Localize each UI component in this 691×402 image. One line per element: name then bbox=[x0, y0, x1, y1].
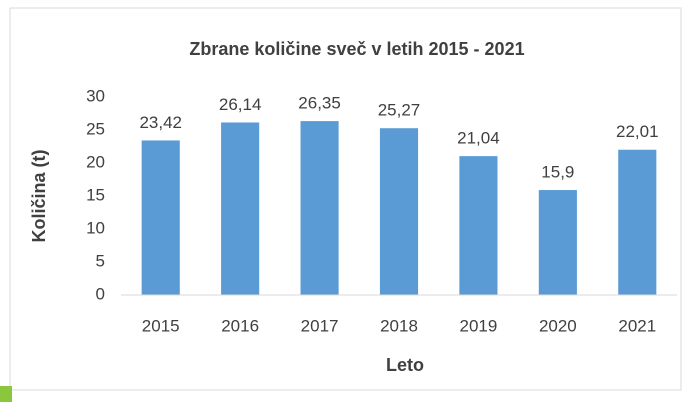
y-tick-label: 5 bbox=[96, 251, 105, 270]
x-tick-label: 2015 bbox=[142, 316, 180, 335]
y-tick-label: 10 bbox=[86, 218, 105, 237]
y-tick-label: 15 bbox=[86, 185, 105, 204]
x-axis-label: Leto bbox=[386, 355, 424, 375]
chart-title: Zbrane količine sveč v letih 2015 - 2021 bbox=[189, 39, 524, 59]
decoration bbox=[0, 386, 12, 402]
bar bbox=[618, 149, 657, 295]
data-label: 26,35 bbox=[298, 94, 341, 113]
data-label: 15,9 bbox=[541, 163, 574, 182]
x-tick-label: 2021 bbox=[618, 316, 656, 335]
x-tick-label: 2019 bbox=[460, 316, 498, 335]
data-label: 21,04 bbox=[457, 129, 500, 148]
data-label: 25,27 bbox=[378, 101, 421, 120]
bar bbox=[300, 121, 339, 295]
y-tick-label: 20 bbox=[86, 152, 105, 171]
bar bbox=[141, 140, 180, 295]
y-tick-label: 0 bbox=[96, 284, 105, 303]
y-tick-label: 25 bbox=[86, 119, 105, 138]
bar bbox=[538, 190, 577, 295]
x-tick-label: 2020 bbox=[539, 316, 577, 335]
bar bbox=[379, 128, 419, 295]
x-tick-label: 2016 bbox=[221, 316, 259, 335]
x-tick-label: 2017 bbox=[301, 316, 339, 335]
x-tick-label: 2018 bbox=[380, 316, 418, 335]
bar bbox=[221, 122, 260, 295]
data-label: 26,14 bbox=[219, 95, 262, 114]
bar bbox=[459, 156, 498, 295]
y-tick-label: 30 bbox=[86, 86, 105, 105]
chart-border bbox=[9, 7, 682, 391]
y-axis-label: Količina (t) bbox=[29, 149, 49, 242]
data-label: 22,01 bbox=[616, 122, 659, 141]
data-label: 23,42 bbox=[139, 113, 182, 132]
